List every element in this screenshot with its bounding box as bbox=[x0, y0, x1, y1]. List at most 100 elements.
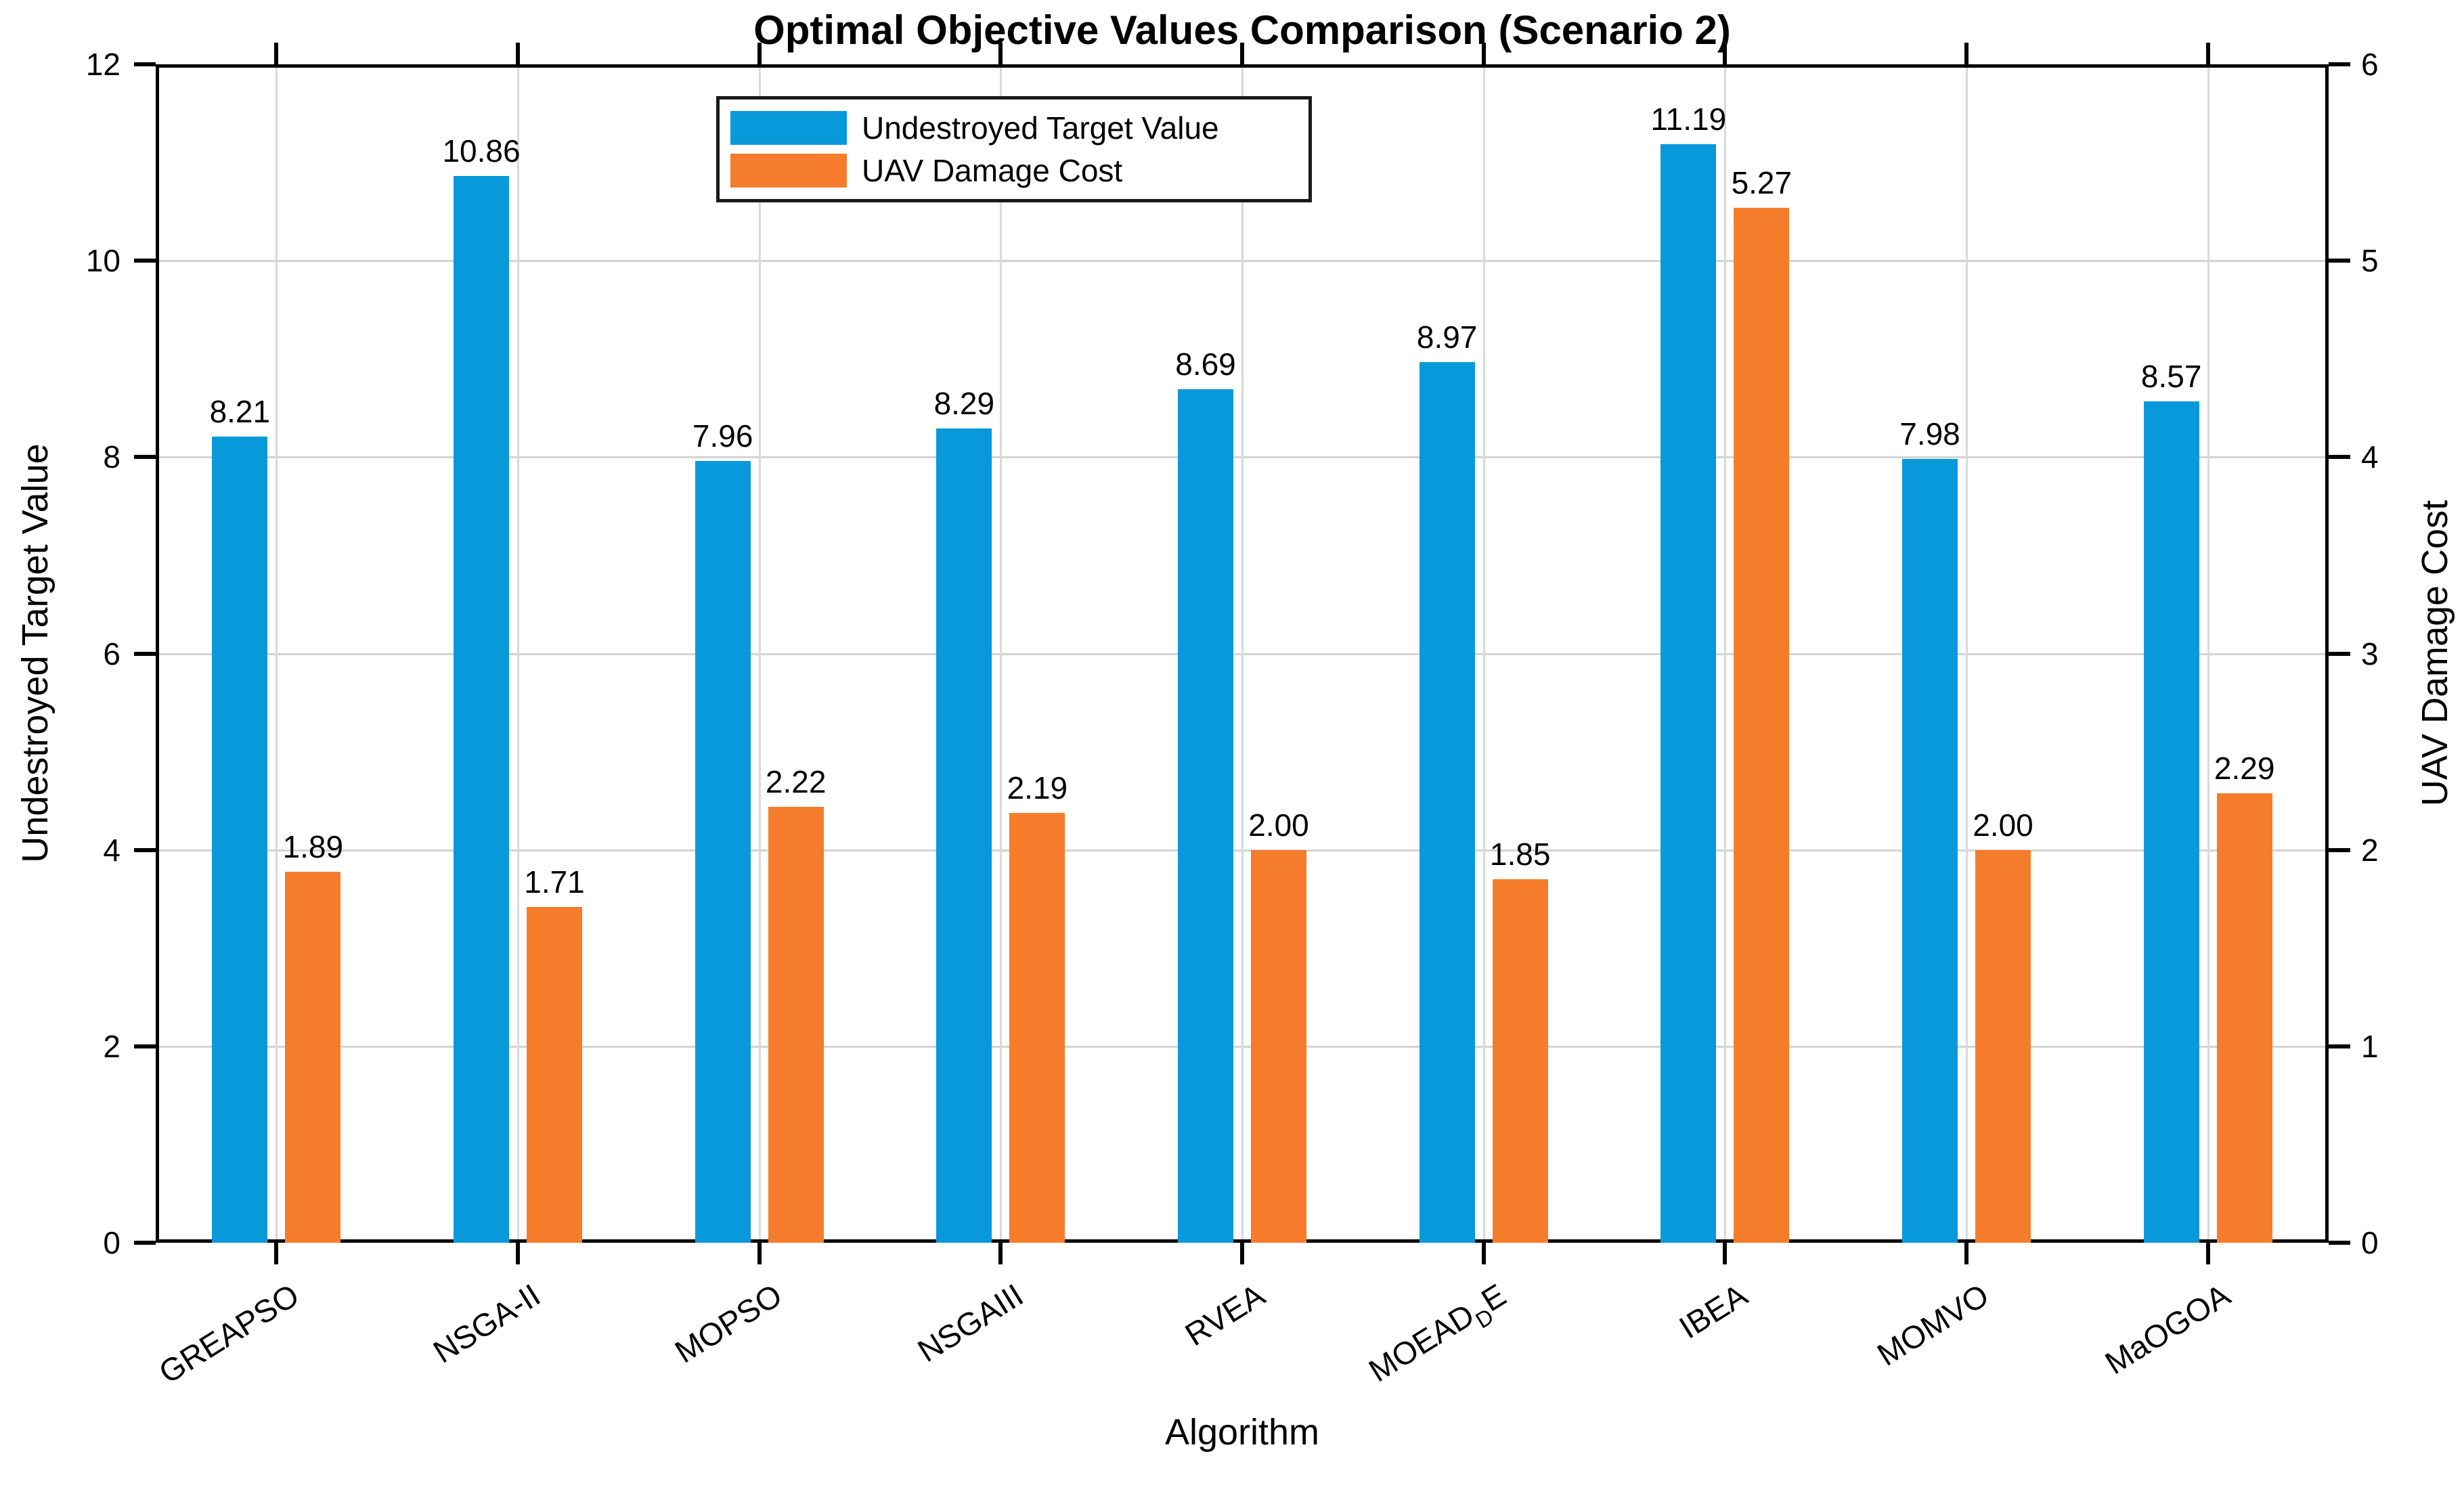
gridline-vertical bbox=[1966, 68, 1968, 1239]
bar-value-label: 2.00 bbox=[1973, 807, 2033, 843]
bar-damage-1 bbox=[527, 906, 582, 1243]
x-axis-tick-bottom bbox=[2205, 1243, 2210, 1264]
x-category-label-subscript: D bbox=[1471, 1303, 1498, 1333]
legend-label-damage: UAV Damage Cost bbox=[862, 153, 1123, 189]
x-axis-tick-bottom bbox=[274, 1243, 279, 1264]
plot-area bbox=[156, 64, 2329, 1243]
bar-damage-0 bbox=[285, 871, 341, 1243]
gridline-vertical bbox=[2207, 68, 2209, 1239]
left-axis-tick bbox=[134, 259, 156, 263]
left-axis-tick-label: 12 bbox=[85, 47, 120, 82]
bar-damage-2 bbox=[768, 806, 824, 1243]
bar-value-label: 8.97 bbox=[1416, 319, 1478, 355]
gridline-vertical bbox=[517, 68, 519, 1239]
bar-value-label: 5.27 bbox=[1731, 164, 1792, 200]
x-axis-tick-top bbox=[2205, 43, 2210, 64]
bar-damage-3 bbox=[1009, 812, 1065, 1243]
bar-damage-7 bbox=[1975, 849, 2031, 1243]
bar-undestroyed-6 bbox=[1660, 143, 1717, 1243]
x-axis-tick-top bbox=[998, 43, 1003, 64]
bar-undestroyed-0 bbox=[212, 436, 268, 1243]
bar-value-label: 10.86 bbox=[442, 133, 521, 169]
x-axis-tick-top bbox=[1964, 43, 1968, 64]
gridline-vertical bbox=[1482, 68, 1485, 1239]
x-axis-tick-bottom bbox=[1240, 1243, 1244, 1264]
left-axis-tick-label: 10 bbox=[85, 243, 120, 279]
x-axis-tick-top bbox=[757, 43, 762, 64]
x-axis-tick-bottom bbox=[1723, 1243, 1728, 1264]
x-axis-tick-bottom bbox=[1964, 1243, 1968, 1264]
right-axis-tick bbox=[2329, 651, 2350, 656]
gridline-vertical bbox=[1241, 68, 1244, 1239]
x-axis-tick-bottom bbox=[998, 1243, 1003, 1264]
bar-damage-5 bbox=[1492, 879, 1548, 1243]
bar-value-label: 2.19 bbox=[1007, 770, 1068, 805]
bar-value-label: 8.69 bbox=[1175, 347, 1236, 382]
right-axis-tick bbox=[2329, 1241, 2350, 1245]
left-axis-tick-label: 2 bbox=[103, 1028, 120, 1064]
bar-damage-6 bbox=[1734, 207, 1790, 1243]
right-axis-tick-label: 1 bbox=[2361, 1028, 2379, 1064]
x-axis-tick-bottom bbox=[1481, 1243, 1486, 1264]
left-axis-tick bbox=[134, 651, 156, 656]
bar-undestroyed-7 bbox=[1902, 459, 1958, 1243]
left-axis-tick-label: 4 bbox=[103, 832, 120, 868]
right-axis-tick bbox=[2329, 455, 2350, 460]
right-axis-tick-label: 3 bbox=[2361, 636, 2379, 671]
left-axis-tick bbox=[134, 847, 156, 852]
legend-swatch-undestroyed bbox=[730, 110, 847, 145]
bar-damage-4 bbox=[1251, 849, 1306, 1243]
bar-value-label: 11.19 bbox=[1650, 101, 1727, 137]
right-axis-tick-label: 6 bbox=[2361, 47, 2379, 82]
right-axis-tick bbox=[2329, 62, 2350, 66]
left-axis-tick bbox=[134, 455, 156, 460]
bar-undestroyed-8 bbox=[2143, 401, 2199, 1243]
right-axis-tick bbox=[2329, 847, 2350, 852]
bar-damage-8 bbox=[2216, 793, 2272, 1243]
left-axis-tick bbox=[134, 1241, 156, 1245]
bar-value-label: 1.89 bbox=[282, 828, 344, 864]
bar-value-label: 7.98 bbox=[1899, 416, 1960, 452]
left-axis-tick bbox=[134, 1044, 156, 1048]
left-axis-tick-label: 0 bbox=[103, 1225, 120, 1260]
x-axis-label: Algorithm bbox=[1164, 1412, 1320, 1453]
right-axis-tick-label: 2 bbox=[2361, 832, 2379, 868]
bar-value-label: 2.00 bbox=[1248, 807, 1309, 843]
bar-undestroyed-5 bbox=[1419, 361, 1475, 1243]
bar-value-label: 2.22 bbox=[765, 764, 827, 799]
legend-swatch-damage bbox=[730, 154, 847, 188]
right-axis-tick-label: 0 bbox=[2361, 1225, 2379, 1260]
bar-value-label: 8.21 bbox=[209, 393, 271, 429]
right-axis-tick bbox=[2329, 259, 2350, 263]
bar-value-label: 1.85 bbox=[1489, 837, 1551, 872]
right-axis-tick bbox=[2329, 1044, 2350, 1048]
bar-value-label: 8.29 bbox=[933, 386, 995, 422]
bar-value-label: 1.71 bbox=[524, 864, 585, 900]
bar-value-label: 8.57 bbox=[2140, 358, 2202, 394]
bar-value-label: 7.96 bbox=[692, 418, 753, 454]
gridline-vertical bbox=[758, 68, 761, 1239]
left-axis-tick-label: 8 bbox=[103, 439, 120, 475]
gridline-vertical bbox=[276, 68, 278, 1239]
legend-item-damage: UAV Damage Cost bbox=[720, 152, 1308, 190]
bar-undestroyed-4 bbox=[1178, 389, 1233, 1243]
gridline-vertical bbox=[1724, 68, 1727, 1239]
x-axis-tick-top bbox=[1240, 43, 1244, 64]
legend-label-undestroyed: Undestroyed Target Value bbox=[862, 110, 1219, 146]
bar-undestroyed-1 bbox=[454, 176, 509, 1243]
x-axis-tick-top bbox=[274, 43, 279, 64]
bar-undestroyed-3 bbox=[936, 428, 992, 1243]
gridline-vertical bbox=[1000, 68, 1003, 1239]
bar-value-label: 2.29 bbox=[2214, 750, 2275, 786]
x-axis-tick-top bbox=[1723, 43, 1728, 64]
x-axis-tick-top bbox=[516, 43, 520, 64]
x-axis-tick-top bbox=[1481, 43, 1486, 64]
right-axis-tick-label: 5 bbox=[2361, 243, 2379, 279]
x-axis-tick-bottom bbox=[516, 1243, 520, 1264]
bar-undestroyed-2 bbox=[695, 461, 751, 1243]
right-y-axis-label: UAV Damage Cost bbox=[2415, 500, 2455, 807]
legend: Undestroyed Target Value UAV Damage Cost bbox=[716, 96, 1312, 202]
x-axis-tick-bottom bbox=[757, 1243, 762, 1264]
legend-item-undestroyed: Undestroyed Target Value bbox=[720, 109, 1308, 147]
